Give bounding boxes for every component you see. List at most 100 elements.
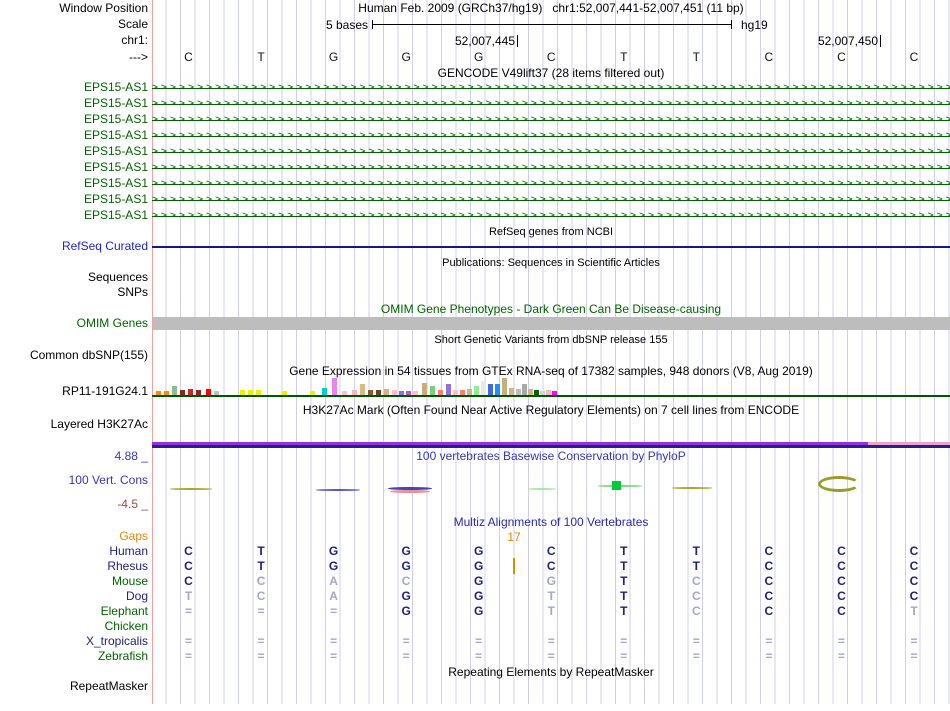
gtex-tissue-bar-16[interactable] [342, 391, 347, 395]
snps-track-label[interactable]: SNPs [117, 285, 148, 299]
gtex-tissue-bar-12[interactable] [282, 391, 287, 395]
gene-line[interactable] [152, 152, 950, 153]
species-label[interactable]: Chicken [104, 619, 148, 633]
gtex-tissue-bar-7[interactable] [206, 389, 211, 395]
gtex-tissue-bar-28[interactable] [438, 390, 443, 395]
gene-strand-arrows[interactable]: >>>>>>>>>>>>>>>>>>>>>>>>>>>>>>>>>>>>>>>>… [152, 178, 950, 189]
gtex-tissue-bar-43[interactable] [540, 391, 545, 395]
conservation-title[interactable]: 100 vertebrates Basewise Conservation by… [416, 449, 686, 463]
gene-label[interactable]: EPS15-AS1 [83, 176, 148, 190]
dbsnp-title[interactable]: Short Genetic Variants from dbSNP releas… [434, 334, 668, 346]
repeatmasker-track-label[interactable]: RepeatMasker [69, 679, 148, 693]
gene-line[interactable] [152, 168, 950, 169]
gtex-tissue-bar-42[interactable] [534, 390, 539, 395]
gtex-tissue-bar-18[interactable] [360, 384, 365, 395]
multiz-title[interactable]: Multiz Alignments of 100 Vertebrates [453, 515, 649, 529]
gene-line[interactable] [152, 136, 950, 137]
gtex-tissue-bar-15[interactable] [332, 378, 337, 395]
gtex-tissue-bar-31[interactable] [460, 390, 465, 395]
gtex-tissue-bar-44[interactable] [546, 390, 551, 395]
gtex-tissue-bar-1[interactable] [156, 391, 161, 395]
sequences-track-label[interactable]: Sequences [87, 270, 148, 284]
gtex-tissue-bar-9[interactable] [240, 390, 245, 395]
gtex-tissue-bar-8[interactable] [214, 391, 219, 395]
gtex-tissue-bar-45[interactable] [552, 391, 557, 395]
gene-line[interactable] [152, 88, 950, 89]
gene-strand-arrows[interactable]: >>>>>>>>>>>>>>>>>>>>>>>>>>>>>>>>>>>>>>>>… [152, 162, 950, 173]
gtex-tissue-bar-4[interactable] [180, 390, 185, 395]
refseq-gene-line[interactable] [152, 246, 950, 248]
gene-strand-arrows[interactable]: >>>>>>>>>>>>>>>>>>>>>>>>>>>>>>>>>>>>>>>>… [152, 114, 950, 125]
gtex-tissue-bar-10[interactable] [248, 390, 253, 395]
gtex-tissue-bar-2[interactable] [164, 391, 169, 395]
gtex-tissue-bar-24[interactable] [406, 391, 411, 395]
gtex-tissue-bar-21[interactable] [384, 389, 389, 395]
gtex-tissue-bar-26[interactable] [422, 383, 427, 395]
gencode-title[interactable]: GENCODE V49lift37 (28 items filtered out… [437, 66, 665, 80]
gtex-tissue-bar-30[interactable] [453, 390, 458, 395]
gtex-tissue-bar-40[interactable] [522, 384, 527, 395]
gene-label[interactable]: EPS15-AS1 [83, 128, 148, 142]
gene-strand-arrows[interactable]: >>>>>>>>>>>>>>>>>>>>>>>>>>>>>>>>>>>>>>>>… [152, 130, 950, 141]
coord-right[interactable]: 52,007,450 [817, 34, 878, 48]
gtex-tissue-bar-22[interactable] [392, 390, 397, 395]
gtex-tissue-bar-36[interactable] [495, 384, 500, 395]
h3k27ac-title[interactable]: H3K27Ac Mark (Often Found Near Active Re… [302, 403, 800, 417]
gtex-tissue-bar-13[interactable] [310, 391, 315, 395]
gene-line[interactable] [152, 216, 950, 217]
gene-line[interactable] [152, 120, 950, 121]
gene-strand-arrows[interactable]: >>>>>>>>>>>>>>>>>>>>>>>>>>>>>>>>>>>>>>>>… [152, 146, 950, 157]
gtex-tissue-bar-25[interactable] [413, 391, 418, 395]
h3k27ac-track-label[interactable]: Layered H3K27Ac [50, 417, 148, 431]
species-label[interactable]: Dog [125, 589, 148, 603]
gtex-tissue-bar-32[interactable] [467, 389, 472, 395]
gtex-title[interactable]: Gene Expression in 54 tissues from GTEx … [289, 364, 813, 378]
gtex-tissue-bar-39[interactable] [516, 389, 521, 395]
omim-track-label[interactable]: OMIM Genes [76, 316, 148, 330]
gtex-tissue-bar-41[interactable] [528, 389, 533, 395]
gtex-tissue-bar-37[interactable] [502, 378, 507, 395]
omim-title[interactable]: OMIM Gene Phenotypes - Dark Green Can Be… [380, 302, 722, 316]
refseq-track-label[interactable]: RefSeq Curated [61, 239, 148, 253]
gene-line[interactable] [152, 104, 950, 105]
gtex-tissue-bar-38[interactable] [509, 388, 514, 395]
gtex-tissue-bar-23[interactable] [399, 391, 404, 395]
gtex-tissue-bar-29[interactable] [446, 384, 451, 395]
gtex-tissue-bar-33[interactable] [474, 386, 479, 395]
gene-label[interactable]: EPS15-AS1 [83, 96, 148, 110]
species-label[interactable]: Zebrafish [97, 649, 148, 663]
species-label[interactable]: Mouse [111, 574, 148, 588]
dbsnp-track-label[interactable]: Common dbSNP(155) [29, 348, 148, 362]
gtex-tissue-bar-19[interactable] [368, 390, 373, 395]
gene-label[interactable]: EPS15-AS1 [83, 144, 148, 158]
gtex-tissue-bar-5[interactable] [188, 389, 193, 395]
conservation-track-label[interactable]: 100 Vert. Cons [68, 473, 148, 487]
publications-title[interactable]: Publications: Sequences in Scientific Ar… [442, 257, 660, 269]
gtex-tissue-bar-14[interactable] [322, 388, 327, 395]
gtex-tissue-bar-20[interactable] [376, 390, 381, 395]
gaps-track-label[interactable]: Gaps [119, 529, 148, 543]
species-label[interactable]: Rhesus [107, 559, 148, 573]
gtex-track-label[interactable]: RP11-191G24.1 [62, 384, 148, 398]
repeatmasker-title[interactable]: Repeating Elements by RepeatMasker [448, 665, 654, 679]
h3k27ac-signal-band[interactable] [152, 442, 950, 448]
omim-gene-bar[interactable] [153, 317, 950, 330]
gene-label[interactable]: EPS15-AS1 [83, 208, 148, 222]
gtex-tissue-bar-6[interactable] [196, 390, 201, 395]
gene-strand-arrows[interactable]: >>>>>>>>>>>>>>>>>>>>>>>>>>>>>>>>>>>>>>>>… [152, 210, 950, 221]
gene-label[interactable]: EPS15-AS1 [83, 160, 148, 174]
gtex-tissue-bar-27[interactable] [430, 386, 435, 395]
gene-strand-arrows[interactable]: >>>>>>>>>>>>>>>>>>>>>>>>>>>>>>>>>>>>>>>>… [152, 82, 950, 93]
gene-label[interactable]: EPS15-AS1 [83, 192, 148, 206]
gene-label[interactable]: EPS15-AS1 [83, 112, 148, 126]
species-label[interactable]: Human [109, 544, 148, 558]
gtex-tissue-bar-35[interactable] [488, 384, 493, 395]
gene-strand-arrows[interactable]: >>>>>>>>>>>>>>>>>>>>>>>>>>>>>>>>>>>>>>>>… [152, 194, 950, 205]
gtex-tissue-bar-11[interactable] [256, 390, 261, 395]
gene-label[interactable]: EPS15-AS1 [83, 80, 148, 94]
species-label[interactable]: X_tropicalis [85, 634, 148, 648]
species-label[interactable]: Elephant [100, 604, 148, 618]
gtex-tissue-bar-34[interactable] [481, 381, 486, 395]
gene-line[interactable] [152, 200, 950, 201]
gtex-tissue-bar-17[interactable] [352, 390, 357, 395]
